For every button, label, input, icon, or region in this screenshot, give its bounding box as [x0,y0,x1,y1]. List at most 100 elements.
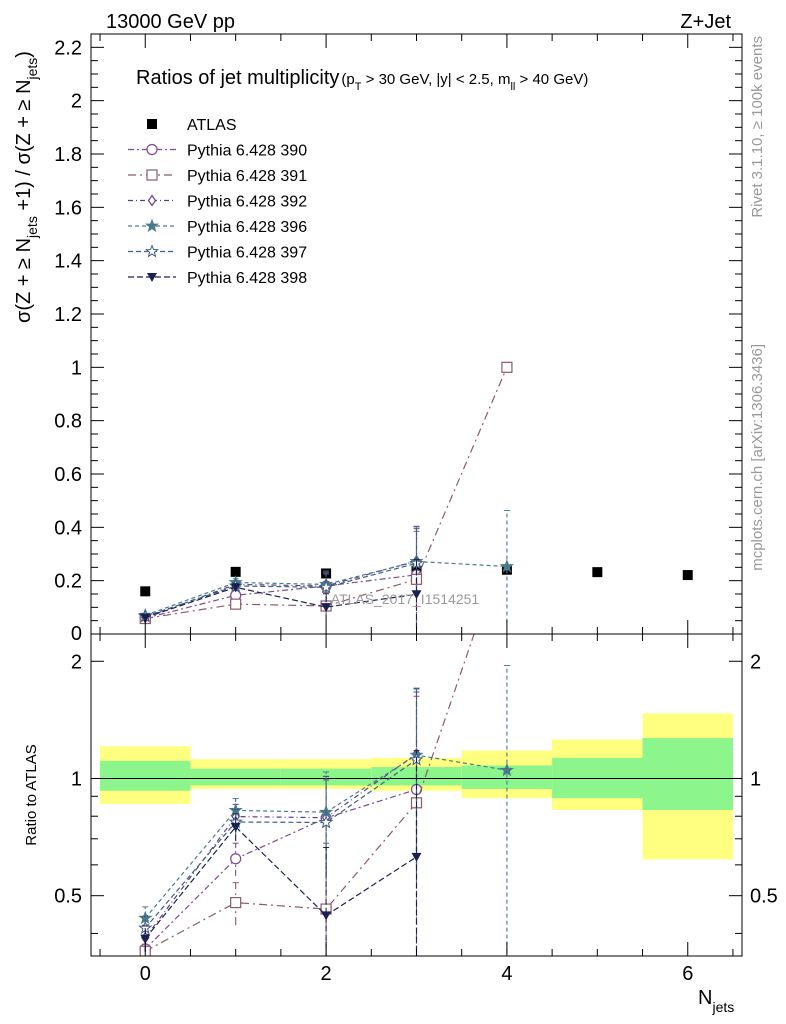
legend-entry: Pythia 6.428 390 [128,143,307,160]
series-line [145,562,417,617]
data-point [230,583,241,593]
series-line [144,788,417,950]
mcplots-label: mcplots.cern.ch [arXiv:1306.3436] [749,344,766,571]
main-panel: 0.2 0.4 0.6 0.8 1 1.2 1.4 1.6 1.8 2 2.2 0 ATLAS_201… [54,33,743,645]
y-tick-label: 2 [71,91,82,113]
legend-entry: Pythia 6.428 397 [128,244,307,262]
ratio-y-tick-label: 1 [71,768,82,790]
series-pythia-6-428-397 [138,528,424,623]
legend-marker [147,194,157,207]
data-point [230,566,241,577]
series-pythia-6-428-390 [139,688,423,956]
legend-label: ATLAS [187,117,237,134]
data-point [499,559,514,573]
main-panel-content [138,361,693,629]
y-tick-label: 0.8 [54,411,82,433]
data-point [592,567,603,578]
data-point [319,815,334,829]
ratio-y-tick-label: 2 [71,651,82,673]
main-panel-ticks: 0.2 0.4 0.6 0.8 1 1.2 1.4 1.6 1.8 2 2.2 0 [54,34,742,645]
series-line [145,560,417,619]
ratio-panel-ticks: 0.5 0.5 1 1 2 2 0 2 4 6 [54,634,778,985]
legend-label: Pythia 6.428 398 [187,270,307,287]
data-point [501,361,513,373]
legend-marker [146,143,158,156]
x-tick-label: 6 [682,963,693,985]
legend-marker [147,119,157,129]
series-pythia-6-428-392 [141,687,421,952]
data-point [140,613,151,623]
series-pythia-6-428-398 [140,559,422,629]
ratio-panel-content [91,634,742,956]
y-tick-label: 1.2 [54,304,82,326]
svg-text:σ(Z + ≥ Njets +1) / σ(Z + ≥ Nj: σ(Z + ≥ Njets +1) / σ(Z + ≥ Njets) [13,51,40,323]
series-line [145,574,417,619]
legend-label: Pythia 6.428 397 [187,245,307,262]
data-point [499,762,514,777]
data-point [682,570,693,581]
x-tick-label: 0 [140,963,151,985]
y-tick-label: 0.6 [54,464,82,486]
title-text: Ratios of jet multiplicity [136,67,339,89]
rivet-version-label: Rivet 3.1.10, ≥ 100k events [749,36,766,218]
legend: ATLAS Pythia 6.428 390 Pythia 6.428 391 Pyt… [128,117,307,287]
ratio-axis-label: Ratio to ATLAS [23,744,40,845]
x-axis-label: Njets [698,987,734,1015]
series-pythia-6-428-397 [138,691,424,941]
y-tick-label: 0 [71,623,82,645]
y-tick-label: 0.4 [54,517,82,539]
data-point [140,934,151,944]
legend-entry: Pythia 6.428 398 [128,270,307,287]
legend-label: Pythia 6.428 396 [187,219,307,236]
ratio-y-tick-label-right: 2 [750,651,761,673]
y-tick-label: 1 [71,357,82,379]
data-point [230,822,241,832]
y-axis-label: σ(Z + ≥ Njets +1) / σ(Z + ≥ Njets) [13,51,40,323]
inner-band [642,738,733,810]
legend-label: Pythia 6.428 390 [187,143,307,160]
data-point [411,590,422,600]
ratio-y-tick-label: 0.5 [54,886,82,908]
energy-label: 13000 GeV pp [106,11,235,33]
inner-band [190,768,281,786]
data-point [319,579,334,594]
series-pythia-6-428-398 [140,750,422,956]
header: 13000 GeV pp Z+Jet [106,11,731,33]
legend-marker [146,169,158,181]
process-label: Z+Jet [680,11,731,33]
y-tick-label: 1.6 [54,197,82,219]
series-line [145,586,417,619]
series-line [144,759,417,929]
legend-entry: Pythia 6.428 396 [128,218,307,236]
legend-entry: ATLAS [147,117,237,134]
y-tick-label: 2.2 [54,37,82,59]
legend-marker [144,218,160,233]
data-point [321,911,332,921]
y-tick-label: 1.8 [54,144,82,166]
ratio-panel: 0.5 0.5 1 1 2 2 0 2 4 6 [54,633,778,985]
y-tick-label: 0.2 [54,571,82,593]
data-point [230,853,242,865]
legend-entry: Pythia 6.428 392 [128,194,307,211]
data-point [321,603,332,613]
x-tick-label: 4 [501,963,512,985]
series-line [145,560,507,616]
svg-text:Ratios of jet multiplicity(pT: Ratios of jet multiplicity (pT > 30 GeV, … [136,67,588,93]
data-point [140,586,151,597]
series-pythia-6-428-392 [141,525,421,624]
inner-band [280,768,372,786]
legend-marker [147,273,157,282]
ratio-y-tick-label-right: 0.5 [750,886,778,908]
y-tick-label: 1.4 [54,251,82,273]
series-line [144,826,417,939]
series-line [144,753,417,939]
legend-entry: Pythia 6.428 391 [128,168,307,185]
data-point [230,598,242,610]
data-point [411,852,422,862]
inner-band [100,760,191,791]
legend-label: Pythia 6.428 391 [187,168,307,185]
legend-marker [144,244,160,258]
watermark: ATLAS_2017_I1514251 [331,591,480,607]
legend-label: Pythia 6.428 392 [187,194,307,211]
